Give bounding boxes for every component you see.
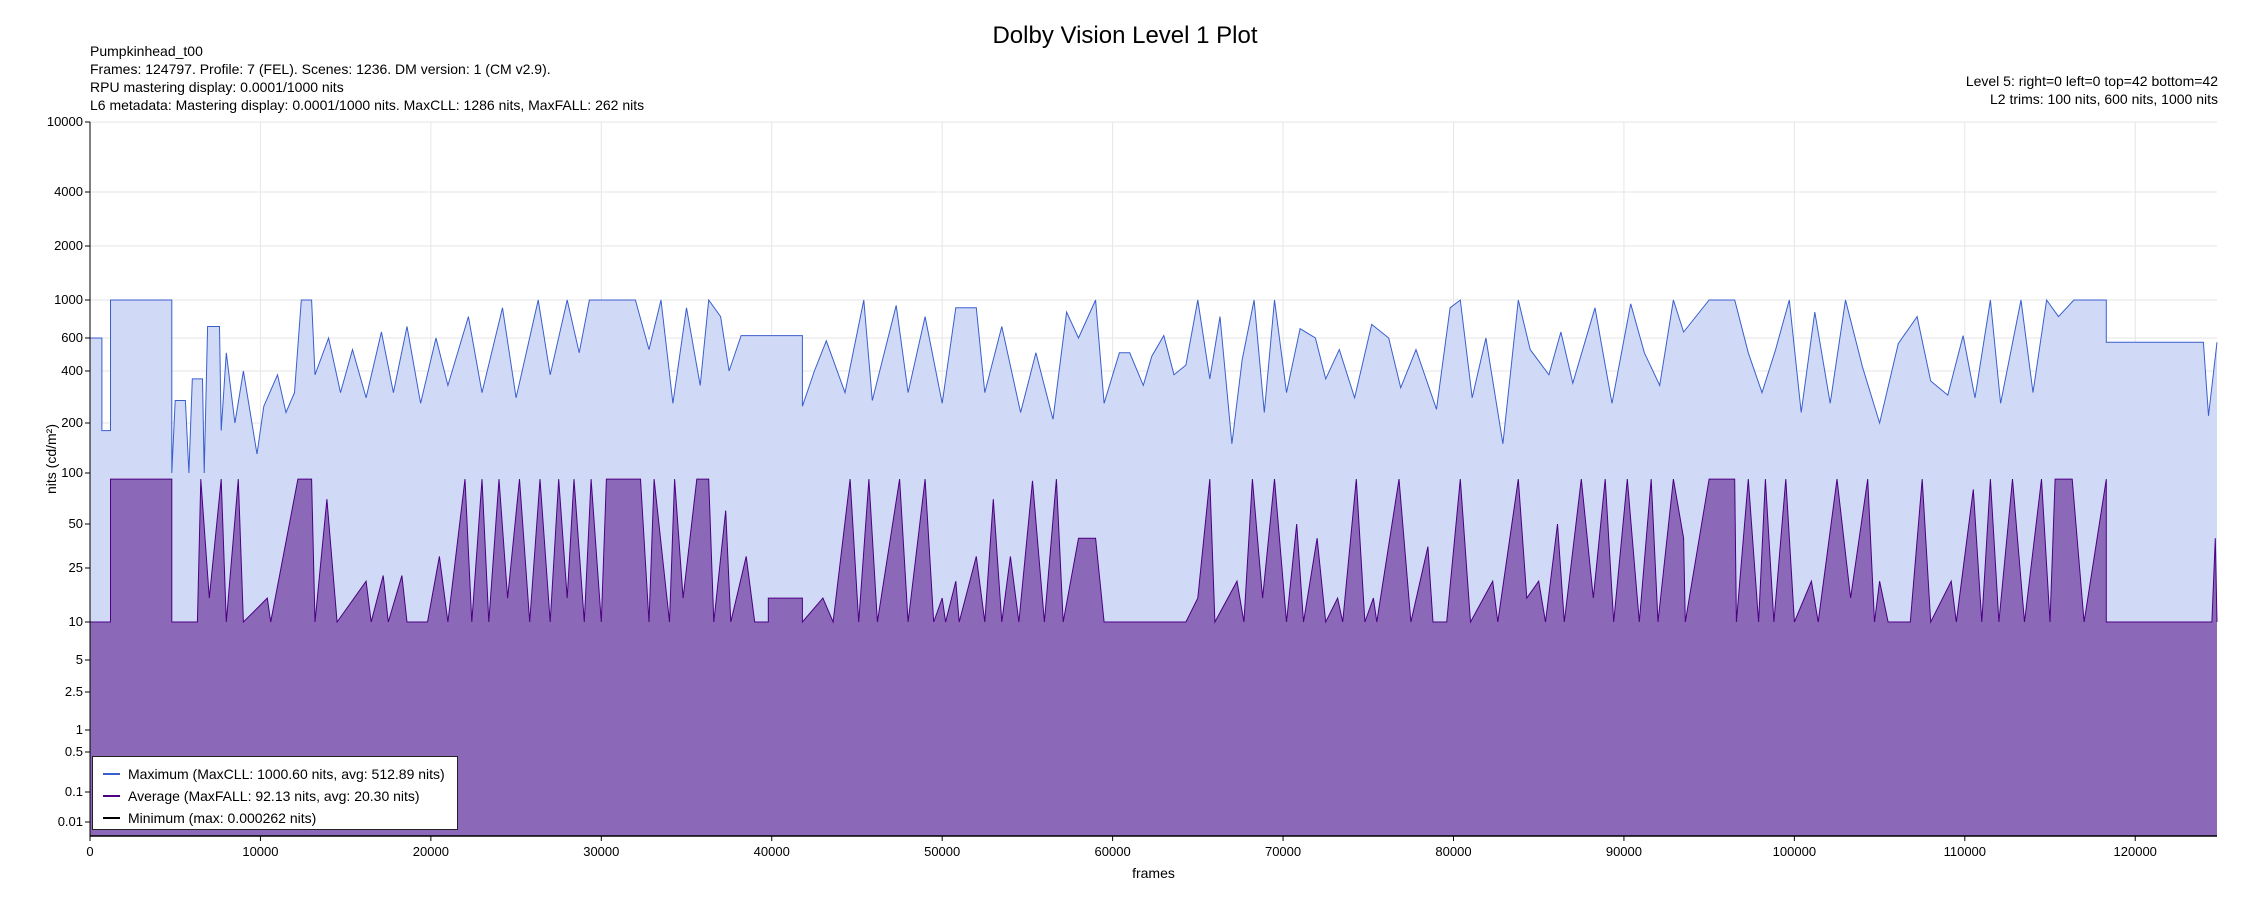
series-average-fill bbox=[90, 479, 2217, 836]
legend-swatch-minimum bbox=[103, 817, 120, 819]
y-tick-label: 4000 bbox=[54, 184, 83, 199]
y-tick-label: 0.01 bbox=[58, 814, 83, 829]
legend-swatch-maximum bbox=[103, 773, 120, 775]
y-tick-label: 100 bbox=[61, 465, 83, 480]
info-line-l5: Level 5: right=0 left=0 top=42 bottom=42 bbox=[1965, 73, 2218, 89]
y-tick-label: 5 bbox=[76, 652, 83, 667]
x-axis-label: frames bbox=[1132, 865, 1175, 881]
x-tick-label: 0 bbox=[86, 844, 93, 859]
legend-item-average: Average (MaxFALL: 92.13 nits, avg: 20.30… bbox=[103, 785, 457, 807]
legend-label-average: Average (MaxFALL: 92.13 nits, avg: 20.30… bbox=[128, 788, 420, 804]
y-tick-label: 1 bbox=[76, 722, 83, 737]
legend-swatch-average bbox=[103, 795, 120, 797]
info-line-rpu: RPU mastering display: 0.0001/1000 nits bbox=[90, 79, 344, 95]
info-block-left: Pumpkinhead_t00 Frames: 124797. Profile:… bbox=[90, 42, 644, 114]
y-tick-label: 10000 bbox=[47, 114, 83, 129]
y-tick-label: 0.5 bbox=[65, 744, 83, 759]
series-average-line bbox=[90, 478, 2218, 624]
info-line-name: Pumpkinhead_t00 bbox=[90, 43, 203, 59]
y-tick-label: 1000 bbox=[54, 292, 83, 307]
info-line-frames: Frames: 124797. Profile: 7 (FEL). Scenes… bbox=[90, 61, 551, 77]
y-tick-label: 2.5 bbox=[65, 684, 83, 699]
chart-title: Dolby Vision Level 1 Plot bbox=[992, 22, 1258, 49]
info-line-l2: L2 trims: 100 nits, 600 nits, 1000 nits bbox=[1989, 91, 2218, 107]
y-tick-label: 50 bbox=[69, 516, 83, 531]
info-line-l6: L6 metadata: Mastering display: 0.0001/1… bbox=[90, 97, 645, 113]
x-tick-label: 30000 bbox=[583, 844, 619, 859]
x-tick-label: 120000 bbox=[2114, 844, 2157, 859]
x-tick-label: 110000 bbox=[1944, 844, 1986, 859]
x-tick-label: 10000 bbox=[242, 844, 278, 859]
y-tick-label: 400 bbox=[61, 363, 83, 378]
x-tick-label: 70000 bbox=[1265, 844, 1301, 859]
y-tick-label: 200 bbox=[61, 415, 83, 430]
y-tick-label: 25 bbox=[69, 560, 83, 575]
legend-item-minimum: Minimum (max: 0.000262 nits) bbox=[103, 807, 457, 829]
y-tick-label: 2000 bbox=[54, 238, 83, 253]
legend-label-minimum: Minimum (max: 0.000262 nits) bbox=[128, 810, 317, 826]
x-tick-label: 50000 bbox=[924, 844, 960, 859]
y-axis-label: nits (cd/m²) bbox=[43, 424, 59, 494]
series-maximum-line bbox=[90, 298, 2218, 474]
y-tick-label: 10 bbox=[69, 614, 83, 629]
info-block-right: Level 5: right=0 left=0 top=42 bottom=42… bbox=[1966, 72, 2218, 108]
legend-item-maximum: Maximum (MaxCLL: 1000.60 nits, avg: 512.… bbox=[103, 763, 457, 785]
x-tick-label: 90000 bbox=[1606, 844, 1642, 859]
x-tick-label: 80000 bbox=[1435, 844, 1471, 859]
x-tick-label: 40000 bbox=[754, 844, 790, 859]
x-tick-label: 60000 bbox=[1095, 844, 1131, 859]
x-tick-label: 100000 bbox=[1773, 844, 1816, 859]
chart-legend: Maximum (MaxCLL: 1000.60 nits, avg: 512.… bbox=[92, 756, 458, 830]
legend-label-maximum: Maximum (MaxCLL: 1000.60 nits, avg: 512.… bbox=[128, 766, 445, 782]
y-tick-label: 0.1 bbox=[65, 784, 83, 799]
x-tick-label: 20000 bbox=[413, 844, 449, 859]
y-tick-label: 600 bbox=[61, 330, 83, 345]
